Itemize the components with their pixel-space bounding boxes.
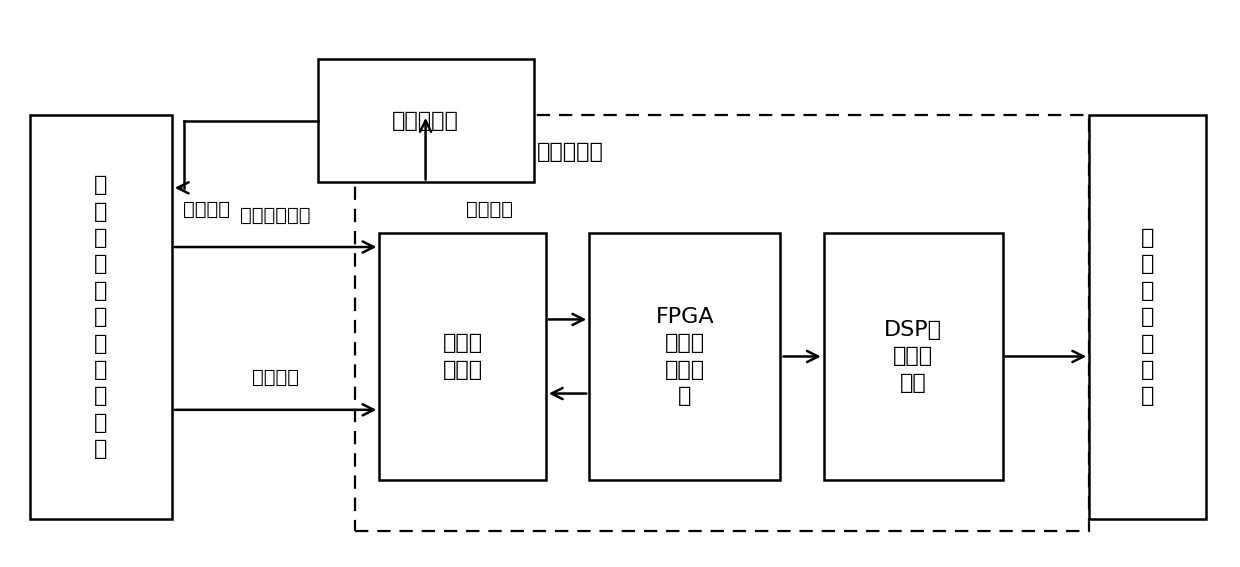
Text: 雷
达
导
引
头
综
合
测
试
装
置: 雷 达 导 引 头 综 合 测 试 装 置 <box>94 175 108 459</box>
Text: 采样时钟: 采样时钟 <box>466 200 512 219</box>
Bar <box>1089 115 1207 519</box>
Text: 时钟信号源: 时钟信号源 <box>392 111 459 130</box>
Bar <box>355 115 1089 531</box>
Bar <box>589 233 780 480</box>
Text: DSP成
像处理
模块: DSP成 像处理 模块 <box>884 320 942 393</box>
Bar <box>30 115 172 519</box>
Text: 同步信号: 同步信号 <box>252 369 299 387</box>
Bar <box>317 59 533 183</box>
Text: 信号处理器: 信号处理器 <box>537 142 604 162</box>
Bar <box>379 233 546 480</box>
Text: 上
位
机
显
示
终
端: 上 位 机 显 示 终 端 <box>1141 228 1154 407</box>
Text: 模拟雷达回波: 模拟雷达回波 <box>241 206 311 225</box>
Bar <box>823 233 1003 480</box>
Text: 参考时钟: 参考时钟 <box>184 200 229 219</box>
Text: FPGA
信号预
处理模
块: FPGA 信号预 处理模 块 <box>656 307 714 406</box>
Text: 模数转
换模块: 模数转 换模块 <box>443 333 482 380</box>
